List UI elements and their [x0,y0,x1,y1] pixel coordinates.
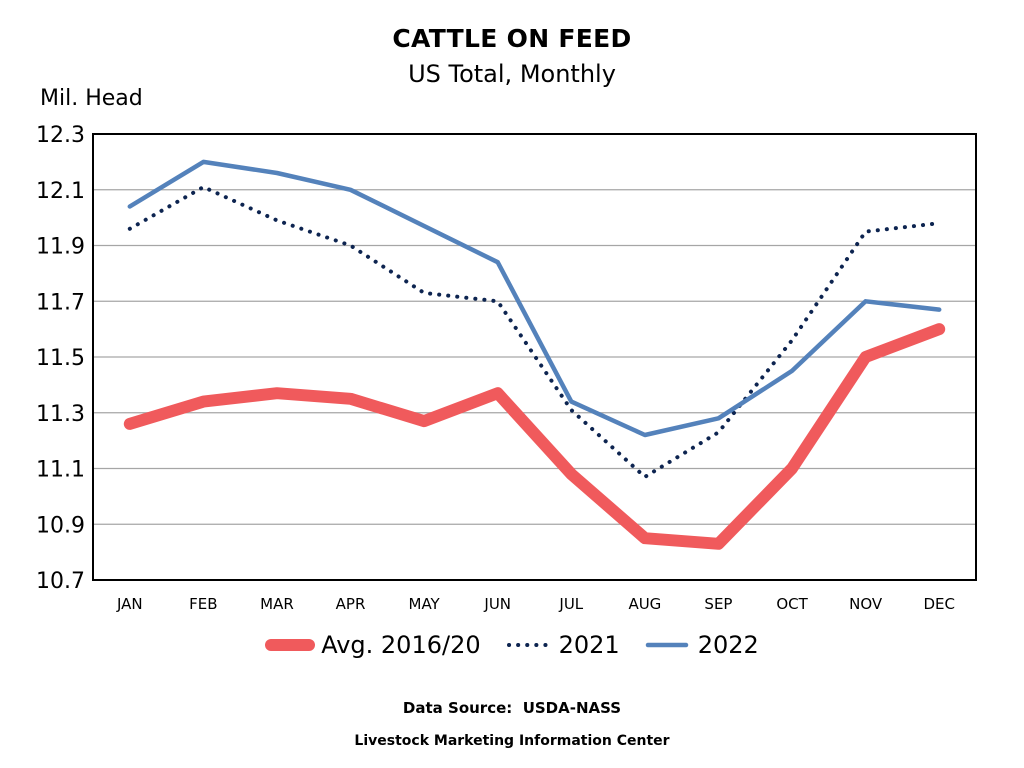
x-tick-labels: JAN FEB MAR APR MAY JUN JUL AUG SEP OCT NOV DEC [116,595,955,613]
x-tick-label: AUG [628,595,661,613]
x-tick-label: SEP [704,595,732,613]
x-tick-label: JAN [116,595,143,613]
chart-title: CATTLE ON FEED [392,24,632,53]
y-tick-label: 12.1 [36,179,85,204]
legend-item: Avg. 2016/20 [265,631,481,659]
legend-label: 2021 [558,631,620,659]
y-tick-label: 11.5 [36,346,85,371]
credit-line: Livestock Marketing Information Center [354,733,670,749]
x-tick-label: MAY [409,595,441,613]
legend-swatch [506,643,549,647]
chart-subtitle: US Total, Monthly [408,60,616,88]
legend-label: Avg. 2016/20 [321,631,481,659]
plot-frame [92,133,977,581]
y-axis-label: Mil. Head [40,86,143,111]
x-tick-label: FEB [189,595,217,613]
x-tick-label: MAR [260,595,294,613]
series-line-2022 [127,159,942,438]
y-tick-label: 10.9 [36,513,85,538]
series-line-avg-2016-20 [123,323,946,550]
y-tick-label: 11.7 [36,290,85,315]
legend-item: 2021 [503,631,620,659]
x-tick-label: JUN [483,595,511,613]
legend-swatch [265,639,316,651]
x-tick-label: JUL [558,595,583,613]
y-tick-label: 10.7 [36,569,85,594]
legend: Avg. 2016/20 2021 2022 [0,628,1024,662]
x-tick-label: APR [336,595,366,613]
y-tick-label: 12.3 [36,123,85,148]
legend-item: 2022 [642,631,759,659]
data-source: Data Source: USDA-NASS [402,699,622,717]
y-tick-label: 11.3 [36,402,85,427]
y-tick-label: 11.9 [36,235,85,260]
x-tick-label: DEC [923,595,955,613]
x-tick-label: OCT [776,595,808,613]
legend-label: 2022 [697,631,759,659]
y-tick-labels: 10.7 10.9 11.1 11.3 11.5 11.7 11.9 12.1 12.3 [36,123,85,594]
legend-swatch [645,642,688,648]
y-tick-label: 11.1 [36,458,85,483]
x-tick-label: NOV [849,595,883,613]
series-lines [123,159,946,550]
